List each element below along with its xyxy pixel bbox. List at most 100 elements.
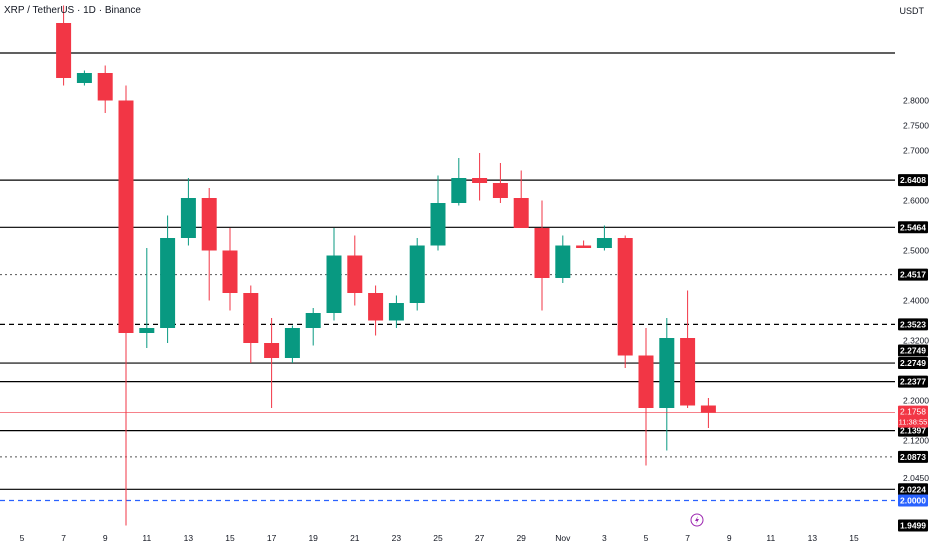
- candle-body-29[interactable]: [659, 338, 675, 408]
- level-price-tag-3: 2.3523: [900, 319, 926, 329]
- x-tick-label-13: Nov: [555, 533, 571, 543]
- candle-body-3[interactable]: [118, 100, 134, 334]
- candle-body-21[interactable]: [492, 183, 508, 198]
- interval-label: 1D: [83, 5, 96, 16]
- candle-body-1[interactable]: [76, 73, 92, 83]
- candle-body-12[interactable]: [305, 313, 321, 328]
- x-tick-label-3: 11: [142, 533, 151, 543]
- candle-body-6[interactable]: [180, 198, 196, 238]
- level-price-tag-4: 2.2749: [900, 358, 926, 368]
- countdown-label: 11:38:55: [899, 418, 928, 427]
- candle-body-30[interactable]: [680, 338, 696, 406]
- x-tick-label-12: 29: [516, 533, 526, 543]
- candle-body-25[interactable]: [576, 245, 592, 249]
- level-price-tag-9-bg: [898, 494, 928, 507]
- y-tick-label-0: 2.8000: [903, 96, 929, 106]
- candle-body-5[interactable]: [160, 238, 176, 328]
- x-tick-label-18: 11: [766, 533, 775, 543]
- level-price-tag-6-bg: [898, 424, 928, 437]
- candle-body-22[interactable]: [513, 198, 529, 228]
- price-tags: 2.6408 2.5464 2.4517 2.3523 2.2749 2.2377 2.13…: [898, 174, 928, 532]
- level-price-tag-2-bg: [898, 268, 928, 281]
- level-price-tag-7-bg: [898, 450, 928, 463]
- x-tick-label-7: 19: [308, 533, 318, 543]
- y-tick-label-1: 2.7500: [903, 121, 929, 131]
- y-tick-label-7: 2.2000: [903, 396, 929, 406]
- x-tick-label-8: 21: [350, 533, 360, 543]
- x-tick-label-1: 7: [61, 533, 66, 543]
- level-price-tag-7: 2.0873: [900, 452, 926, 462]
- candle-body-2[interactable]: [97, 73, 113, 101]
- level-price-tag-9: 2.0000: [900, 496, 926, 506]
- y-tick-label-8: 2.1200: [903, 436, 929, 446]
- y-tick-label-5: 2.4000: [903, 296, 929, 306]
- candle-body-8[interactable]: [222, 250, 238, 294]
- candle-body-0[interactable]: [56, 23, 72, 78]
- x-tick-label-0: 5: [20, 533, 25, 543]
- candle-body-26[interactable]: [596, 238, 612, 248]
- y-tick-label-3: 2.6000: [903, 196, 929, 206]
- last-price-tag: 2.1758: [900, 407, 926, 417]
- candles: [56, 5, 716, 526]
- candle-body-10[interactable]: [264, 343, 280, 358]
- level-price-tag-4-bg: [898, 357, 928, 370]
- flash-icon[interactable]: [690, 513, 704, 527]
- x-tick-label-9: 23: [392, 533, 402, 543]
- candle-body-16[interactable]: [388, 303, 404, 321]
- y-tick-label-9: 2.0450: [903, 473, 929, 483]
- y-tick-label-4: 2.5000: [903, 246, 929, 256]
- candle-body-18[interactable]: [430, 203, 446, 246]
- candle-body-4[interactable]: [139, 328, 155, 333]
- candle-body-7[interactable]: [201, 198, 217, 251]
- y-tick-label-2: 2.7000: [903, 146, 929, 156]
- x-tick-label-17: 9: [727, 533, 732, 543]
- candle-body-28[interactable]: [638, 355, 654, 409]
- candle-body-31[interactable]: [700, 405, 716, 413]
- x-tick-label-20: 15: [849, 533, 859, 543]
- extra-price-tag-0-bg: [898, 344, 928, 357]
- candle-body-19[interactable]: [451, 178, 467, 203]
- x-tick-label-11: 27: [475, 533, 485, 543]
- horizontal-levels: [0, 52, 895, 502]
- candle-body-27[interactable]: [617, 238, 633, 356]
- candle-body-20[interactable]: [472, 178, 488, 183]
- candle-body-13[interactable]: [326, 255, 342, 314]
- time-axis: 5 7 9 11 13 15 17 19 21 23 25 27 29 Nov 3 5 7 9 11 13 15: [20, 533, 859, 543]
- candle-body-11[interactable]: [284, 328, 300, 358]
- last-price-tag-bg: [898, 405, 928, 428]
- extra-price-tag-1: 1.9499: [900, 521, 926, 531]
- x-tick-label-6: 17: [267, 533, 277, 543]
- level-price-tag-1-bg: [898, 221, 928, 234]
- x-tick-label-4: 13: [184, 533, 194, 543]
- candle-body-23[interactable]: [534, 228, 550, 278]
- price-axis: 2.8000 2.7500 2.7000 2.6000 2.5000 2.4000 2.32…: [903, 96, 929, 484]
- currency-label: USDT: [899, 6, 925, 16]
- x-tick-label-19: 13: [808, 533, 818, 543]
- candle-body-14[interactable]: [347, 255, 363, 294]
- level-price-tag-0: 2.6408: [900, 175, 926, 185]
- chart-title[interactable]: XRP / TetherUS · 1D · Binance: [4, 5, 141, 16]
- candle-body-15[interactable]: [368, 293, 384, 321]
- level-price-tag-5-bg: [898, 375, 928, 388]
- symbol-name: XRP / TetherUS: [4, 5, 75, 16]
- x-tick-label-16: 7: [685, 533, 690, 543]
- x-tick-label-10: 25: [433, 533, 443, 543]
- level-price-tag-8: 2.0224: [900, 484, 926, 494]
- level-price-tag-1: 2.5464: [900, 222, 926, 232]
- x-tick-label-2: 9: [103, 533, 108, 543]
- exchange-name: Binance: [104, 5, 141, 16]
- level-price-tag-8-bg: [898, 483, 928, 496]
- level-price-tag-2: 2.4517: [900, 270, 926, 280]
- candle-body-9[interactable]: [243, 293, 259, 343]
- candle-body-17[interactable]: [409, 245, 425, 304]
- extra-price-tag-1-bg: [898, 519, 928, 532]
- level-price-tag-5: 2.2377: [900, 377, 926, 387]
- extra-price-tag-0: 2.2749: [900, 346, 926, 356]
- x-tick-label-14: 3: [602, 533, 607, 543]
- candle-body-24[interactable]: [555, 245, 571, 279]
- x-tick-label-5: 15: [225, 533, 235, 543]
- level-price-tag-0-bg: [898, 174, 928, 187]
- level-price-tag-3-bg: [898, 318, 928, 331]
